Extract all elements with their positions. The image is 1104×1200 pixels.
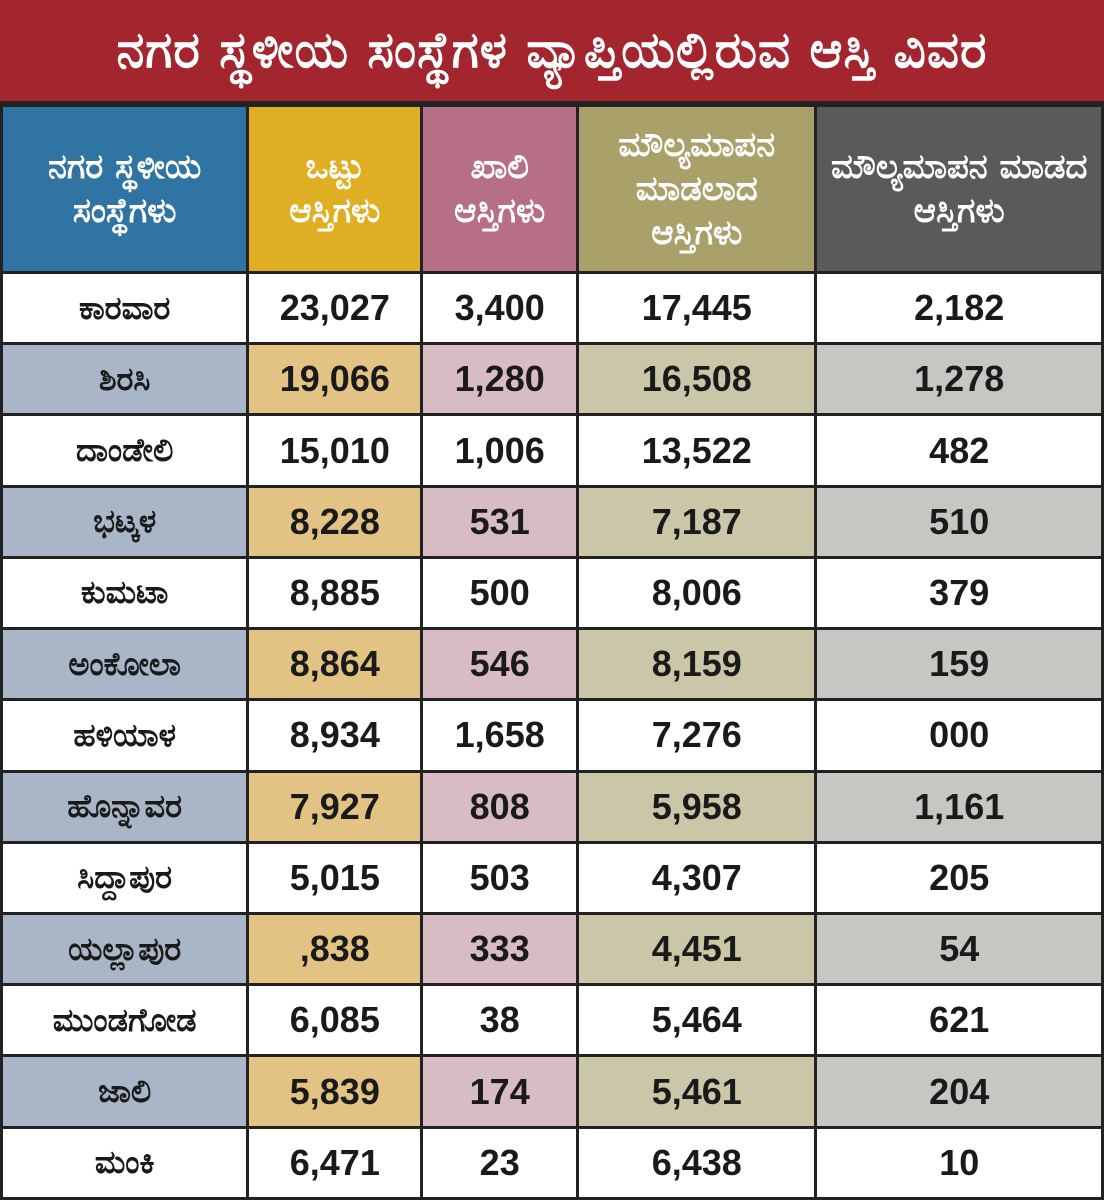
- property-table: ನಗರ ಸ್ಥಳೀಯ ಸಂಸ್ಥೆಗಳು ಒಟ್ಟು ಆಸ್ತಿಗಳು ಖಾಲಿ…: [0, 104, 1104, 1200]
- table-row: ಅಂಕೋಲಾ 8,864 546 8,159 159: [3, 630, 1101, 699]
- unassessed-properties-cell: 205: [817, 843, 1101, 912]
- table-row: ದಾಂಡೇಲಿ 15,010 1,006 13,522 482: [3, 416, 1101, 485]
- vacant-properties-cell: 546: [423, 630, 577, 699]
- unassessed-properties-cell: 510: [817, 487, 1101, 556]
- local-body-name: ಹಳಿಯಾಳ: [3, 701, 247, 770]
- total-properties-cell: 8,228: [249, 487, 421, 556]
- header-total-properties: ಒಟ್ಟು ಆಸ್ತಿಗಳು: [249, 107, 421, 271]
- table-row: ಕಾರವಾರ 23,027 3,400 17,445 2,182: [3, 274, 1101, 343]
- assessed-properties-cell: 5,464: [579, 986, 815, 1055]
- unassessed-properties-cell: 54: [817, 914, 1101, 984]
- unassessed-properties-cell: 1,278: [817, 345, 1101, 414]
- total-properties-cell: 15,010: [249, 416, 421, 485]
- table-row: ಸಿದ್ದಾಪುರ 5,015 503 4,307 205: [3, 843, 1101, 912]
- table-row: ಯಲ್ಲಾಪುರ ,838 333 4,451 54: [3, 914, 1101, 984]
- table-row: ಜಾಲಿ 5,839 174 5,461 204: [3, 1057, 1101, 1126]
- local-body-name: ಸಿದ್ದಾಪುರ: [3, 843, 247, 912]
- total-properties-cell: 8,864: [249, 630, 421, 699]
- vacant-properties-cell: 3,400: [423, 274, 577, 343]
- local-body-name: ದಾಂಡೇಲಿ: [3, 416, 247, 485]
- header-unassessed-properties: ಮೌಲ್ಯಮಾಪನ ಮಾಡದ ಆಸ್ತಿಗಳು: [817, 107, 1101, 271]
- unassessed-properties-cell: 2,182: [817, 274, 1101, 343]
- assessed-properties-cell: 4,451: [579, 914, 815, 984]
- assessed-properties-cell: 16,508: [579, 345, 815, 414]
- total-properties-cell: 7,927: [249, 772, 421, 841]
- assessed-properties-cell: 8,159: [579, 630, 815, 699]
- local-body-name: ಕುಮಟಾ: [3, 558, 247, 628]
- unassessed-properties-cell: 10: [817, 1128, 1101, 1197]
- header-assessed-properties: ಮೌಲ್ಯಮಾಪನ ಮಾಡಲಾದ ಆಸ್ತಿಗಳು: [579, 107, 815, 271]
- total-properties-cell: ,838: [249, 914, 421, 984]
- table-row: ಭಟ್ಕಳ 8,228 531 7,187 510: [3, 487, 1101, 556]
- assessed-properties-cell: 5,958: [579, 772, 815, 841]
- vacant-properties-cell: 808: [423, 772, 577, 841]
- local-body-name: ಜಾಲಿ: [3, 1057, 247, 1126]
- total-properties-cell: 5,839: [249, 1057, 421, 1126]
- vacant-properties-cell: 503: [423, 843, 577, 912]
- assessed-properties-cell: 8,006: [579, 558, 815, 628]
- assessed-properties-cell: 13,522: [579, 416, 815, 485]
- unassessed-properties-cell: 379: [817, 558, 1101, 628]
- local-body-name: ಅಂಕೋಲಾ: [3, 630, 247, 699]
- total-properties-cell: 19,066: [249, 345, 421, 414]
- local-body-name: ಹೊನ್ನಾವರ: [3, 772, 247, 841]
- table-row: ಶಿರಸಿ 19,066 1,280 16,508 1,278: [3, 345, 1101, 414]
- total-properties-cell: 8,885: [249, 558, 421, 628]
- total-properties-cell: 5,015: [249, 843, 421, 912]
- assessed-properties-cell: 17,445: [579, 274, 815, 343]
- vacant-properties-cell: 531: [423, 487, 577, 556]
- header-vacant-properties: ಖಾಲಿ ಆಸ್ತಿಗಳು: [423, 107, 577, 271]
- vacant-properties-cell: 1,658: [423, 701, 577, 770]
- unassessed-properties-cell: 000: [817, 701, 1101, 770]
- vacant-properties-cell: 38: [423, 986, 577, 1055]
- table-row: ಹಳಿಯಾಳ 8,934 1,658 7,276 000: [3, 701, 1101, 770]
- unassessed-properties-cell: 621: [817, 986, 1101, 1055]
- assessed-properties-cell: 7,187: [579, 487, 815, 556]
- total-properties-cell: 6,471: [249, 1128, 421, 1197]
- vacant-properties-cell: 1,280: [423, 345, 577, 414]
- total-properties-cell: 8,934: [249, 701, 421, 770]
- assessed-properties-cell: 5,461: [579, 1057, 815, 1126]
- assessed-properties-cell: 4,307: [579, 843, 815, 912]
- unassessed-properties-cell: 204: [817, 1057, 1101, 1126]
- table-row: ಹೊನ್ನಾವರ 7,927 808 5,958 1,161: [3, 772, 1101, 841]
- vacant-properties-cell: 500: [423, 558, 577, 628]
- page-title: ನಗರ ಸ್ಥಳೀಯ ಸಂಸ್ಥೆಗಳ ವ್ಯಾಪ್ತಿಯಲ್ಲಿರುವ ಆಸ್…: [0, 0, 1104, 104]
- table-row: ಮಂಕಿ 6,471 23 6,438 10: [3, 1128, 1101, 1197]
- vacant-properties-cell: 1,006: [423, 416, 577, 485]
- header-local-bodies: ನಗರ ಸ್ಥಳೀಯ ಸಂಸ್ಥೆಗಳು: [3, 107, 247, 271]
- unassessed-properties-cell: 482: [817, 416, 1101, 485]
- vacant-properties-cell: 174: [423, 1057, 577, 1126]
- unassessed-properties-cell: 1,161: [817, 772, 1101, 841]
- local-body-name: ಭಟ್ಕಳ: [3, 487, 247, 556]
- local-body-name: ಮಂಕಿ: [3, 1128, 247, 1197]
- local-body-name: ಕಾರವಾರ: [3, 274, 247, 343]
- vacant-properties-cell: 333: [423, 914, 577, 984]
- total-properties-cell: 23,027: [249, 274, 421, 343]
- local-body-name: ಮುಂಡಗೋಡ: [3, 986, 247, 1055]
- table-header-row: ನಗರ ಸ್ಥಳೀಯ ಸಂಸ್ಥೆಗಳು ಒಟ್ಟು ಆಸ್ತಿಗಳು ಖಾಲಿ…: [3, 107, 1101, 271]
- table-row: ಕುಮಟಾ 8,885 500 8,006 379: [3, 558, 1101, 628]
- total-properties-cell: 6,085: [249, 986, 421, 1055]
- unassessed-properties-cell: 159: [817, 630, 1101, 699]
- local-body-name: ಶಿರಸಿ: [3, 345, 247, 414]
- assessed-properties-cell: 7,276: [579, 701, 815, 770]
- vacant-properties-cell: 23: [423, 1128, 577, 1197]
- table-row: ಮುಂಡಗೋಡ 6,085 38 5,464 621: [3, 986, 1101, 1055]
- local-body-name: ಯಲ್ಲಾಪುರ: [3, 914, 247, 984]
- assessed-properties-cell: 6,438: [579, 1128, 815, 1197]
